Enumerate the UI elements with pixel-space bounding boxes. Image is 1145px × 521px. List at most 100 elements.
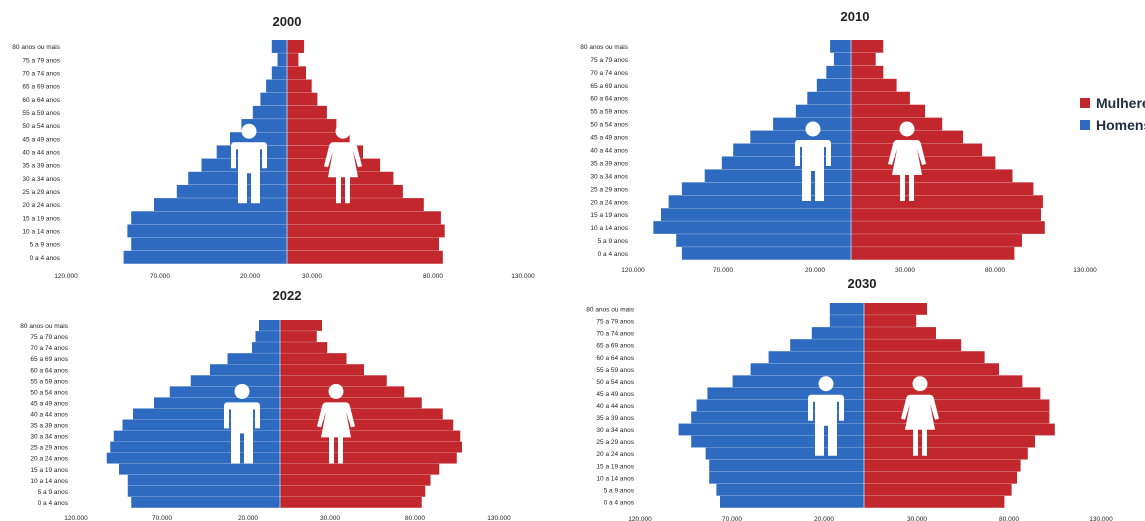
bar-men <box>277 53 287 67</box>
category-label: 50 a 54 anos <box>596 379 634 386</box>
bar-women <box>864 351 985 364</box>
legend: Mulheres Homens <box>1080 92 1145 136</box>
x-tick-label: 80.000 <box>985 267 1005 274</box>
chart-title: 2022 <box>273 288 302 303</box>
category-label: 30 a 34 anos <box>590 173 628 180</box>
bar-men <box>252 342 280 353</box>
bar-women <box>280 485 426 497</box>
bar-women <box>864 423 1055 436</box>
bar-women <box>280 331 317 342</box>
bar-men <box>154 198 287 212</box>
category-label: 75 a 79 anos <box>22 57 60 64</box>
bar-women <box>287 79 312 93</box>
bar-women <box>287 237 439 251</box>
bar-women <box>864 495 1005 508</box>
bar-men <box>830 40 851 53</box>
bar-men <box>169 386 280 398</box>
bar-women <box>864 447 1028 460</box>
bar-women <box>851 104 926 118</box>
category-label: 15 a 19 anos <box>22 215 60 222</box>
category-label: 5 a 9 anos <box>598 238 629 245</box>
category-label: 20 a 24 anos <box>596 451 634 458</box>
bar-women <box>287 184 403 198</box>
bar-men <box>750 363 864 376</box>
category-label: 0 a 4 anos <box>598 251 629 258</box>
bar-women <box>287 40 305 53</box>
bar-men <box>807 91 851 105</box>
legend-label-men: Homens <box>1096 117 1145 133</box>
bar-men <box>709 471 864 484</box>
bar-women <box>280 320 322 331</box>
category-label: 10 a 14 anos <box>590 225 628 232</box>
category-label: 70 a 74 anos <box>22 70 60 77</box>
bar-women <box>864 483 1012 496</box>
bar-women <box>864 399 1050 412</box>
category-label: 0 a 4 anos <box>30 255 61 262</box>
category-label: 25 a 29 anos <box>30 445 68 452</box>
legend-swatch-men <box>1080 120 1090 130</box>
category-label: 10 a 14 anos <box>596 475 634 482</box>
bar-women <box>864 363 999 376</box>
bar-women <box>280 364 364 376</box>
bar-women <box>864 387 1041 400</box>
bar-men <box>131 496 280 508</box>
bar-women <box>864 411 1050 424</box>
bar-women <box>280 496 422 508</box>
bar-men <box>733 143 851 157</box>
category-label: 80 anos ou mais <box>586 307 634 314</box>
category-label: 20 a 24 anos <box>590 199 628 206</box>
bar-men <box>106 452 280 464</box>
pyramid-chart-2022: 2022 80 anos ou mais 75 a 79 anos 70 a 74 a… <box>20 288 511 521</box>
x-tick-label: 20.000 <box>814 516 834 521</box>
category-label: 65 a 69 anos <box>590 83 628 90</box>
bar-men <box>271 66 287 80</box>
bar-women <box>280 397 422 409</box>
bar-men <box>732 375 864 388</box>
legend-swatch-women <box>1080 98 1090 108</box>
bar-men <box>811 327 864 339</box>
category-label: 70 a 74 anos <box>590 70 628 77</box>
bar-men <box>113 430 280 442</box>
x-tick-label: 20.000 <box>805 267 825 274</box>
category-label: 60 a 64 anos <box>590 96 628 103</box>
bar-women <box>851 65 884 79</box>
category-label: 70 a 74 anos <box>596 331 634 338</box>
female-person-icon <box>901 376 939 456</box>
bar-men <box>131 237 287 251</box>
category-label: 5 a 9 anos <box>30 242 61 249</box>
bar-women <box>851 182 1034 196</box>
bar-women <box>280 375 387 387</box>
category-label: 25 a 29 anos <box>22 189 60 196</box>
category-label: 60 a 64 anos <box>22 97 60 104</box>
bar-men <box>255 331 280 342</box>
bar-men <box>691 411 864 424</box>
x-tick-label: 20.000 <box>240 273 260 280</box>
bar-men <box>681 247 851 260</box>
bar-men <box>227 353 280 365</box>
category-label: 60 a 64 anos <box>30 367 68 374</box>
category-label: 20 a 24 anos <box>22 202 60 209</box>
bar-women <box>287 132 350 146</box>
bar-women <box>287 119 337 132</box>
category-label: 55 a 59 anos <box>590 109 628 116</box>
category-label: 0 a 4 anos <box>604 499 635 506</box>
bar-men <box>188 171 287 185</box>
bar-women <box>864 303 927 315</box>
male-person-icon <box>224 383 260 464</box>
bar-men <box>210 364 280 376</box>
bar-men <box>833 52 851 66</box>
bar-men <box>127 474 280 486</box>
bar-women <box>864 375 1023 388</box>
bar-women <box>280 441 462 453</box>
bar-men <box>190 375 280 387</box>
pyramid-chart-2030: 2030 80 anos ou mais 75 a 79 anos 70 a 74 a… <box>586 276 1113 521</box>
category-label: 65 a 69 anos <box>22 84 60 91</box>
bar-women <box>851 221 1045 234</box>
bar-men <box>661 208 851 221</box>
bar-men <box>259 320 280 331</box>
bar-women <box>280 463 440 475</box>
bar-women <box>280 408 443 420</box>
category-label: 30 a 34 anos <box>30 434 68 441</box>
pyramid-chart-2010: 2010 80 anos ou mais 75 a 79 anos 70 a 74 a… <box>580 9 1097 274</box>
